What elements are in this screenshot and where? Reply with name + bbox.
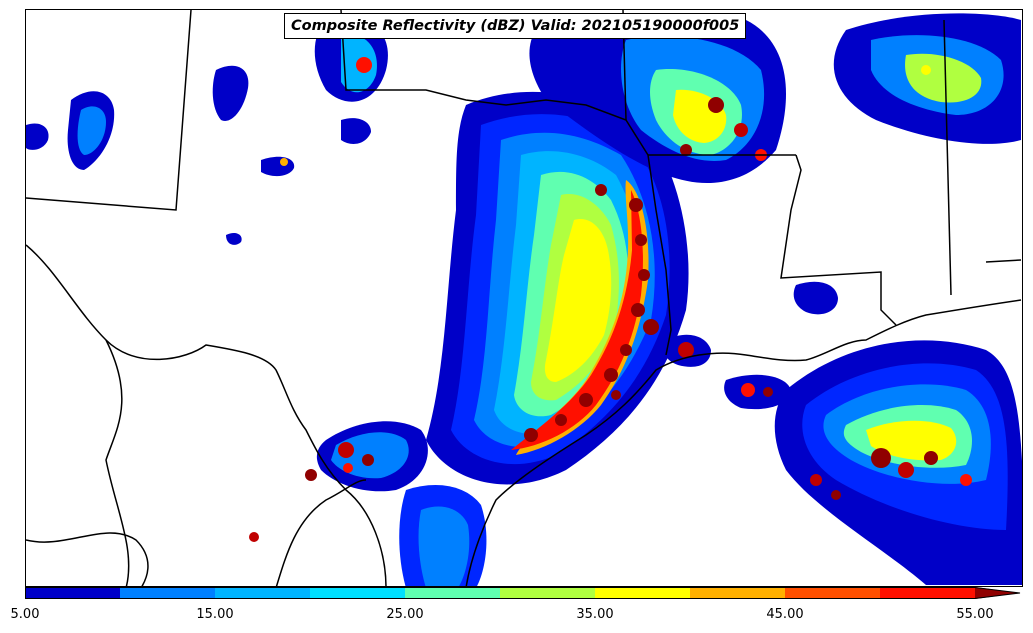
northern-echoes bbox=[314, 13, 786, 183]
reflectivity-map bbox=[25, 9, 1023, 587]
colorbar-segment bbox=[310, 587, 406, 599]
colorbar-segment bbox=[25, 587, 121, 599]
colorbar-tick-label: 55.00 bbox=[956, 607, 994, 622]
colorbar-segment bbox=[120, 587, 216, 599]
colorbar-segment bbox=[405, 587, 501, 599]
gulf-coast-echoes bbox=[663, 281, 1022, 585]
colorbar-tick-label: 25.00 bbox=[386, 607, 424, 622]
map-title: Composite Reflectivity (dBZ) Valid: 2021… bbox=[284, 13, 747, 39]
map-canvas bbox=[26, 10, 1022, 586]
western-echoes bbox=[26, 65, 371, 245]
colorbar-segment bbox=[785, 587, 881, 599]
coastline bbox=[465, 299, 1022, 586]
south-texas-echoes bbox=[249, 421, 487, 586]
eastern-echoes bbox=[833, 13, 1021, 144]
colorbar-segment bbox=[500, 587, 596, 599]
colorbar-tick-label: 35.00 bbox=[576, 607, 614, 622]
colorbar-tick-label: 5.00 bbox=[10, 607, 40, 622]
colorbar-extend-arrow bbox=[975, 587, 1020, 599]
colorbar-tick-label: 45.00 bbox=[766, 607, 804, 622]
colorbar bbox=[25, 587, 1021, 599]
colorbar-segment bbox=[690, 587, 786, 599]
squall-line-cores bbox=[524, 184, 659, 442]
colorbar-tick-label: 15.00 bbox=[196, 607, 234, 622]
state-boundaries bbox=[26, 10, 1022, 586]
colorbar-segment bbox=[880, 587, 976, 599]
colorbar-outline bbox=[25, 587, 1021, 599]
colorbar-segment bbox=[595, 587, 691, 599]
colorbar-segment bbox=[215, 587, 311, 599]
